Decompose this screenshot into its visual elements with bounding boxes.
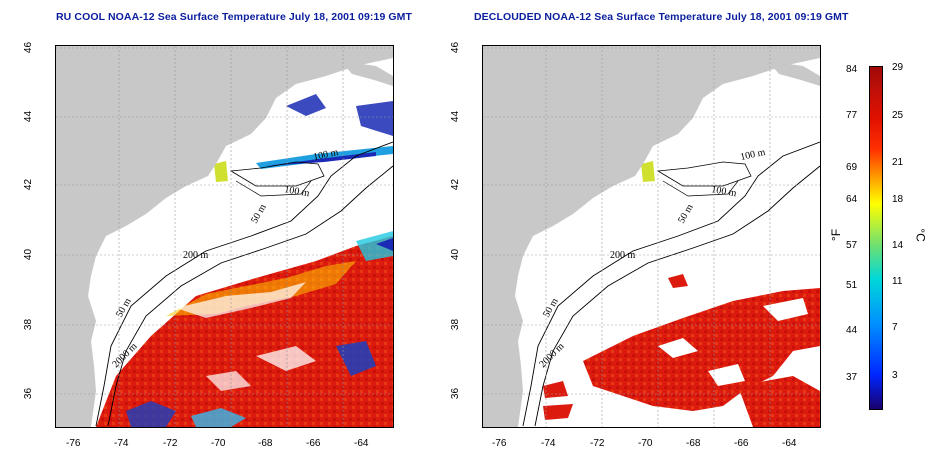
fahrenheit-unit-label: °F bbox=[829, 228, 844, 242]
contour-label: 100 m bbox=[312, 147, 339, 163]
warm-water-region bbox=[583, 288, 820, 411]
fahrenheit-tick: 57 bbox=[846, 240, 858, 251]
contour-label: 200 m bbox=[183, 250, 209, 261]
fahrenheit-tick: 69 bbox=[846, 162, 858, 173]
land-north-america bbox=[56, 46, 393, 427]
celsius-tick: 29 bbox=[892, 62, 904, 73]
lat-tick: 42 bbox=[450, 178, 462, 191]
land-north-america bbox=[483, 46, 820, 427]
lon-tick: -70 bbox=[211, 438, 226, 449]
celsius-tick: 14 bbox=[892, 240, 904, 251]
fahrenheit-tick: 44 bbox=[846, 325, 858, 336]
lon-tick: -64 bbox=[354, 438, 369, 449]
celsius-unit-label: °C bbox=[913, 228, 928, 242]
lat-tick: 40 bbox=[450, 248, 462, 261]
contour-label: 100 m bbox=[283, 184, 310, 199]
celsius-tick: 21 bbox=[892, 157, 904, 168]
lat-tick: 42 bbox=[23, 178, 35, 191]
lon-tick: -66 bbox=[306, 438, 321, 449]
lat-tick: 36 bbox=[23, 387, 35, 400]
lat-tick: 38 bbox=[23, 318, 35, 331]
temperature-colorbar bbox=[869, 66, 883, 410]
lat-tick: 46 bbox=[23, 41, 35, 54]
celsius-tick: 25 bbox=[892, 110, 904, 121]
right-map-canvas: 100 m 100 m 50 m 200 m 50 m 2000 m bbox=[483, 46, 820, 427]
lon-tick: -68 bbox=[258, 438, 273, 449]
celsius-tick: 11 bbox=[892, 276, 903, 287]
fahrenheit-tick: 51 bbox=[846, 280, 858, 291]
lon-tick: -68 bbox=[686, 438, 701, 449]
fahrenheit-tick: 64 bbox=[846, 194, 858, 205]
left-map-title: RU COOL NOAA-12 Sea Surface Temperature … bbox=[56, 11, 413, 23]
lon-tick: -72 bbox=[163, 438, 178, 449]
lat-tick: 44 bbox=[23, 110, 35, 123]
lon-tick: -76 bbox=[492, 438, 507, 449]
fahrenheit-tick: 77 bbox=[846, 110, 858, 121]
right-sst-map: 100 m 100 m 50 m 200 m 50 m 2000 m bbox=[482, 45, 821, 428]
lat-tick: 36 bbox=[450, 387, 462, 400]
celsius-tick: 3 bbox=[892, 370, 898, 381]
lat-tick: 46 bbox=[450, 41, 462, 54]
fahrenheit-tick: 37 bbox=[846, 372, 858, 383]
contour-label: 200 m bbox=[610, 250, 636, 261]
lon-tick: -74 bbox=[114, 438, 129, 449]
lat-tick: 44 bbox=[450, 110, 462, 123]
right-map-title: DECLOUDED NOAA-12 Sea Surface Temperatur… bbox=[474, 11, 849, 23]
contour-label: 100 m bbox=[739, 147, 766, 163]
lon-tick: -64 bbox=[782, 438, 797, 449]
fahrenheit-tick: 84 bbox=[846, 64, 858, 75]
lat-tick: 38 bbox=[450, 318, 462, 331]
left-sst-map: 100 m 100 m 50 m 200 m 50 m 2000 m bbox=[55, 45, 394, 428]
lat-tick: 40 bbox=[23, 248, 35, 261]
celsius-tick: 7 bbox=[892, 322, 898, 333]
contour-label: 100 m bbox=[710, 184, 737, 199]
lon-tick: -72 bbox=[590, 438, 605, 449]
celsius-tick: 18 bbox=[892, 194, 904, 205]
lon-tick: -70 bbox=[638, 438, 653, 449]
lon-tick: -76 bbox=[66, 438, 81, 449]
lon-tick: -66 bbox=[734, 438, 749, 449]
left-map-canvas: 100 m 100 m 50 m 200 m 50 m 2000 m bbox=[56, 46, 393, 427]
lon-tick: -74 bbox=[541, 438, 556, 449]
